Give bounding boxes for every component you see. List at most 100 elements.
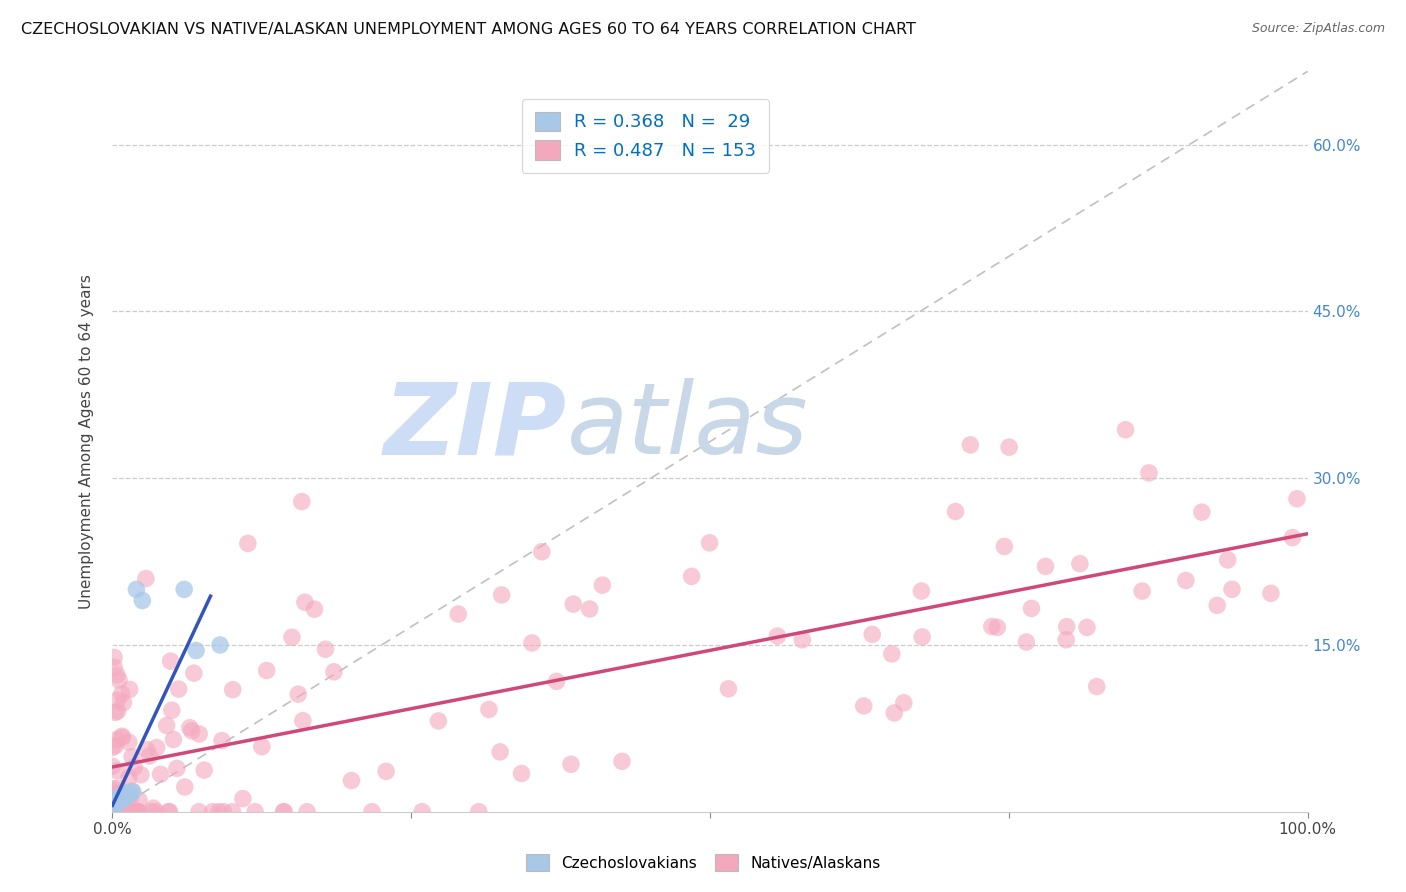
Point (411, 805, 433, 819)
Point (114, 787, 135, 801)
Point (101, 805, 124, 819)
Point (1115, 423, 1137, 437)
Point (107, 795, 129, 809)
Point (273, 805, 295, 819)
Point (447, 607, 470, 621)
Point (101, 740, 124, 755)
Point (340, 773, 363, 788)
Point (105, 796, 128, 810)
Point (121, 785, 143, 799)
Point (375, 764, 398, 779)
Point (159, 805, 181, 819)
Point (101, 805, 124, 819)
Point (112, 792, 135, 806)
Point (187, 805, 209, 819)
Point (766, 629, 789, 643)
Point (108, 673, 131, 687)
Point (1260, 586, 1282, 600)
Point (243, 805, 266, 819)
Point (103, 781, 125, 796)
Point (103, 796, 125, 810)
Point (273, 805, 295, 819)
Text: atlas: atlas (567, 378, 808, 475)
Point (111, 788, 134, 802)
Point (610, 755, 633, 769)
Point (108, 805, 131, 819)
Point (717, 681, 740, 696)
Point (530, 545, 553, 559)
Point (112, 789, 135, 804)
Point (489, 745, 512, 759)
Point (101, 787, 124, 801)
Point (101, 805, 124, 819)
Point (110, 786, 132, 800)
Point (998, 440, 1021, 454)
Point (1054, 632, 1077, 647)
Point (860, 627, 883, 641)
Point (222, 682, 245, 697)
Point (945, 504, 967, 518)
Point (145, 805, 167, 819)
Point (911, 630, 934, 644)
Point (104, 706, 127, 720)
Point (142, 801, 165, 815)
Point (167, 682, 190, 697)
Point (129, 768, 152, 782)
Point (1035, 559, 1057, 574)
Point (478, 702, 501, 716)
Point (1191, 505, 1213, 519)
Point (141, 805, 163, 819)
Point (201, 805, 224, 819)
Point (1056, 620, 1078, 634)
Point (1206, 599, 1229, 613)
Point (112, 696, 135, 710)
Point (111, 791, 134, 805)
Point (510, 766, 533, 780)
Point (103, 660, 125, 674)
Point (993, 540, 1015, 554)
Point (101, 759, 124, 773)
Point (1021, 601, 1043, 615)
Point (117, 786, 139, 800)
Point (120, 792, 142, 806)
Point (156, 718, 179, 732)
Point (179, 721, 201, 735)
Point (314, 642, 336, 657)
Point (104, 798, 127, 813)
Point (110, 805, 132, 819)
Point (118, 682, 141, 697)
Point (107, 693, 129, 707)
Point (232, 791, 254, 805)
Point (121, 749, 143, 764)
Point (105, 794, 128, 808)
Point (108, 792, 131, 806)
Point (162, 732, 184, 747)
Point (186, 643, 208, 657)
Point (250, 739, 273, 754)
Point (111, 729, 134, 743)
Point (104, 739, 127, 753)
Point (105, 797, 128, 811)
Point (105, 764, 128, 778)
Point (127, 805, 149, 819)
Point (101, 803, 124, 817)
Point (135, 572, 157, 586)
Point (208, 805, 231, 819)
Point (295, 805, 318, 819)
Point (115, 788, 138, 802)
Point (491, 588, 513, 602)
Point (1015, 635, 1038, 649)
Point (101, 799, 124, 814)
Point (883, 706, 905, 720)
Point (101, 801, 124, 815)
Point (304, 602, 326, 616)
Point (101, 785, 124, 799)
Point (118, 805, 141, 819)
Point (120, 787, 142, 801)
Point (107, 790, 129, 805)
Point (111, 731, 134, 745)
Point (115, 805, 138, 819)
Point (256, 664, 278, 678)
Point (160, 703, 183, 717)
Text: CZECHOSLOVAKIAN VS NATIVE/ALASKAN UNEMPLOYMENT AMONG AGES 60 TO 64 YEARS CORRELA: CZECHOSLOVAKIAN VS NATIVE/ALASKAN UNEMPL… (21, 22, 915, 37)
